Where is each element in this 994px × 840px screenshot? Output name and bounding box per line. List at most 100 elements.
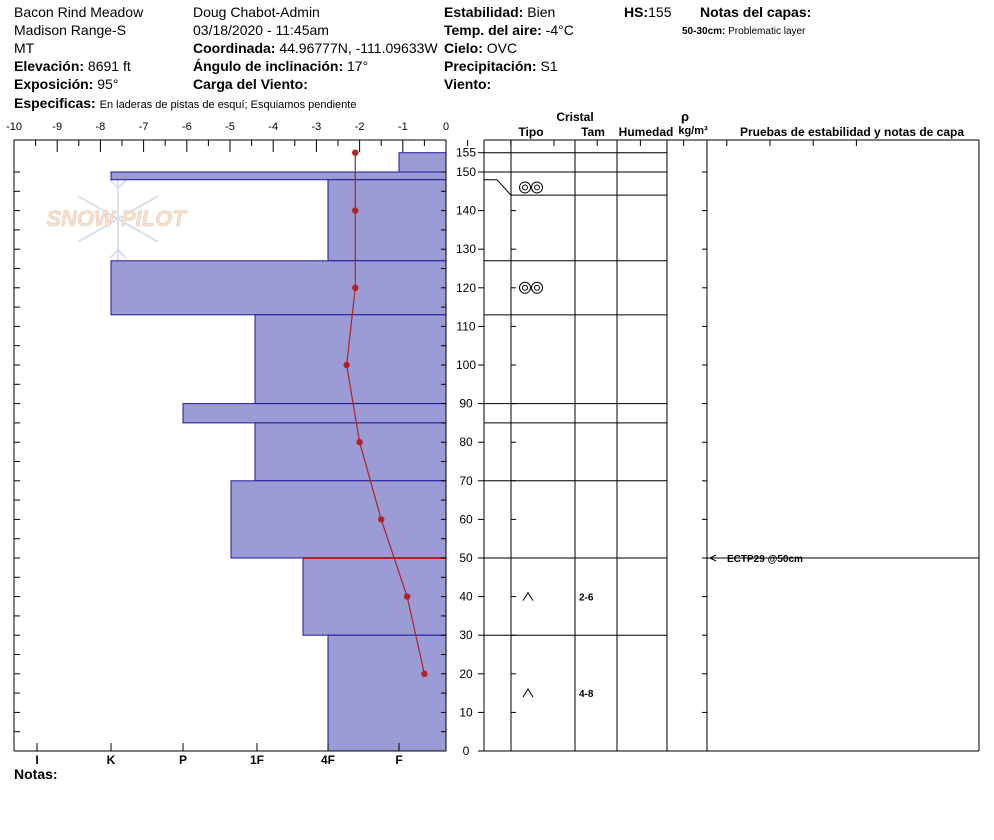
stability-value: Bien <box>527 4 556 20</box>
incline: Ángulo de inclinación: 17° <box>193 58 368 74</box>
hardness-layer-bar <box>110 171 447 181</box>
hardness-layer-bar <box>230 480 447 559</box>
depth-hoar-icon <box>522 688 534 698</box>
depth-tick-label: 150 <box>456 165 476 179</box>
wind-label: Viento: <box>444 76 492 92</box>
rounded-grain-icon <box>534 184 540 191</box>
notes-label: Notas: <box>14 766 58 782</box>
sky-value: OVC <box>486 40 518 56</box>
aspect-label: Exposición: <box>14 76 94 92</box>
hs-label: HS: <box>624 4 649 20</box>
date-time: 03/18/2020 - 11:45am <box>193 22 329 38</box>
temp-tick-label: -10 <box>6 121 22 133</box>
hs-value: 155 <box>648 4 672 20</box>
depth-tick-label: 70 <box>459 474 473 488</box>
logo-text: SNOW PILOT <box>46 206 187 231</box>
hardness-tick-label: F <box>395 753 402 767</box>
depth-tick-label: 155 <box>456 146 476 160</box>
humedad-header: Humedad <box>619 125 674 139</box>
air-temp: Temp. del aire: -4°C <box>444 22 574 38</box>
tipo-header: Tipo <box>518 125 543 139</box>
sky-label: Cielo: <box>444 40 483 56</box>
hardness-tick-label: P <box>179 753 187 767</box>
depth-tick-label: 50 <box>459 551 473 565</box>
coordinates: Coordinada: 44.96777N, -111.09633W <box>193 40 438 56</box>
depth-tick-label: 30 <box>459 628 473 642</box>
layer-notes-label: Notas del capas: <box>700 4 812 20</box>
hardness-layer-bar <box>327 179 447 262</box>
stability-label: Estabilidad: <box>444 4 524 20</box>
wind-load-label: Carga del Viento: <box>193 76 308 92</box>
tests-header: Pruebas de estabilidad y notas de capa <box>740 125 964 139</box>
hardness-layer-bar <box>302 557 447 636</box>
depth-tick-label: 120 <box>456 281 476 295</box>
temp-tick-label: -8 <box>96 121 106 133</box>
depth-tick-label: 100 <box>456 358 476 372</box>
temperature-point <box>421 670 428 677</box>
depth-tick-label: 0 <box>463 744 470 758</box>
hardness-tick-label: K <box>107 753 116 767</box>
specifics: Especificas: En laderas de pistas de esq… <box>14 95 356 113</box>
incline-value: 17° <box>347 58 369 74</box>
air-temp-value: -4°C <box>545 22 574 38</box>
depth-tick-label: 90 <box>459 397 473 411</box>
rounded-grain-icon <box>519 281 531 294</box>
coord-value: 44.96777N, -111.09633W <box>279 40 438 56</box>
hardness-tick-label: 1F <box>250 753 264 767</box>
layer-boundary-connector <box>484 179 512 196</box>
rounded-grain-icon <box>531 181 543 194</box>
temperature-point <box>352 207 359 214</box>
layer-note-range: 50-30cm: <box>682 26 726 37</box>
layer-note: 50-30cm: Problematic layer <box>682 24 805 40</box>
aspect: Exposición: 95° <box>14 76 118 92</box>
temperature-point <box>343 361 350 369</box>
temp-tick-label: -1 <box>398 121 408 133</box>
depth-tick-label: 40 <box>459 590 473 604</box>
temp-tick-label: 0 <box>443 121 449 133</box>
depth-hoar-icon <box>522 591 534 601</box>
test-arrow-head <box>708 554 717 562</box>
air-temp-label: Temp. del aire: <box>444 22 542 38</box>
coord-label: Coordinada: <box>193 40 276 56</box>
rounded-grain-icon <box>519 181 531 194</box>
depth-tick-label: 110 <box>456 319 475 333</box>
rounded-grain-icon <box>531 281 543 294</box>
crystal-size-label: 4-8 <box>579 689 594 700</box>
hardness-layer-bar <box>110 260 447 316</box>
tam-header: Tam <box>581 125 605 139</box>
temperature-point <box>403 593 411 600</box>
depth-tick-label: 20 <box>459 667 473 681</box>
temperature-point <box>356 439 363 446</box>
hardness-layer-bar <box>327 634 447 752</box>
specifics-label: Especificas: <box>14 95 96 111</box>
sky: Cielo: OVC <box>444 40 517 56</box>
precip-value: S1 <box>540 58 558 74</box>
stability: Estabilidad: Bien <box>444 4 555 20</box>
temp-tick-label: -6 <box>182 121 192 133</box>
density-unit-header: kg/m³ <box>678 125 708 137</box>
crystal-size-label: 2-6 <box>579 593 594 604</box>
temp-tick-label: -9 <box>52 121 62 133</box>
temp-tick-label: -3 <box>312 121 322 133</box>
snow-height: HS:155 <box>624 4 671 20</box>
rounded-grain-icon <box>534 284 540 291</box>
temperature-point <box>352 149 359 156</box>
precip-label: Precipitación: <box>444 58 537 74</box>
depth-tick-label: 130 <box>456 242 476 256</box>
temp-tick-label: -2 <box>355 121 365 133</box>
snowpilot-logo: SNOW PILOT <box>46 172 188 266</box>
hardness-layer-bar <box>254 422 447 482</box>
temperature-line <box>346 152 425 674</box>
depth-tick-label: 10 <box>459 705 473 719</box>
cristal-header: Cristal <box>556 110 593 124</box>
temp-tick-label: -7 <box>139 121 149 133</box>
observer: Doug Chabot-Admin <box>193 4 320 20</box>
state: MT <box>14 40 35 56</box>
specifics-value: En laderas de pistas de esquí; Esquiamos… <box>99 99 357 111</box>
rounded-grain-icon <box>522 184 528 191</box>
elevation-value: 8691 ft <box>87 58 131 74</box>
incline-label: Ángulo de inclinación: <box>193 58 344 74</box>
depth-tick-label: 140 <box>456 204 476 218</box>
elevation-label: Elevación: <box>14 58 85 74</box>
